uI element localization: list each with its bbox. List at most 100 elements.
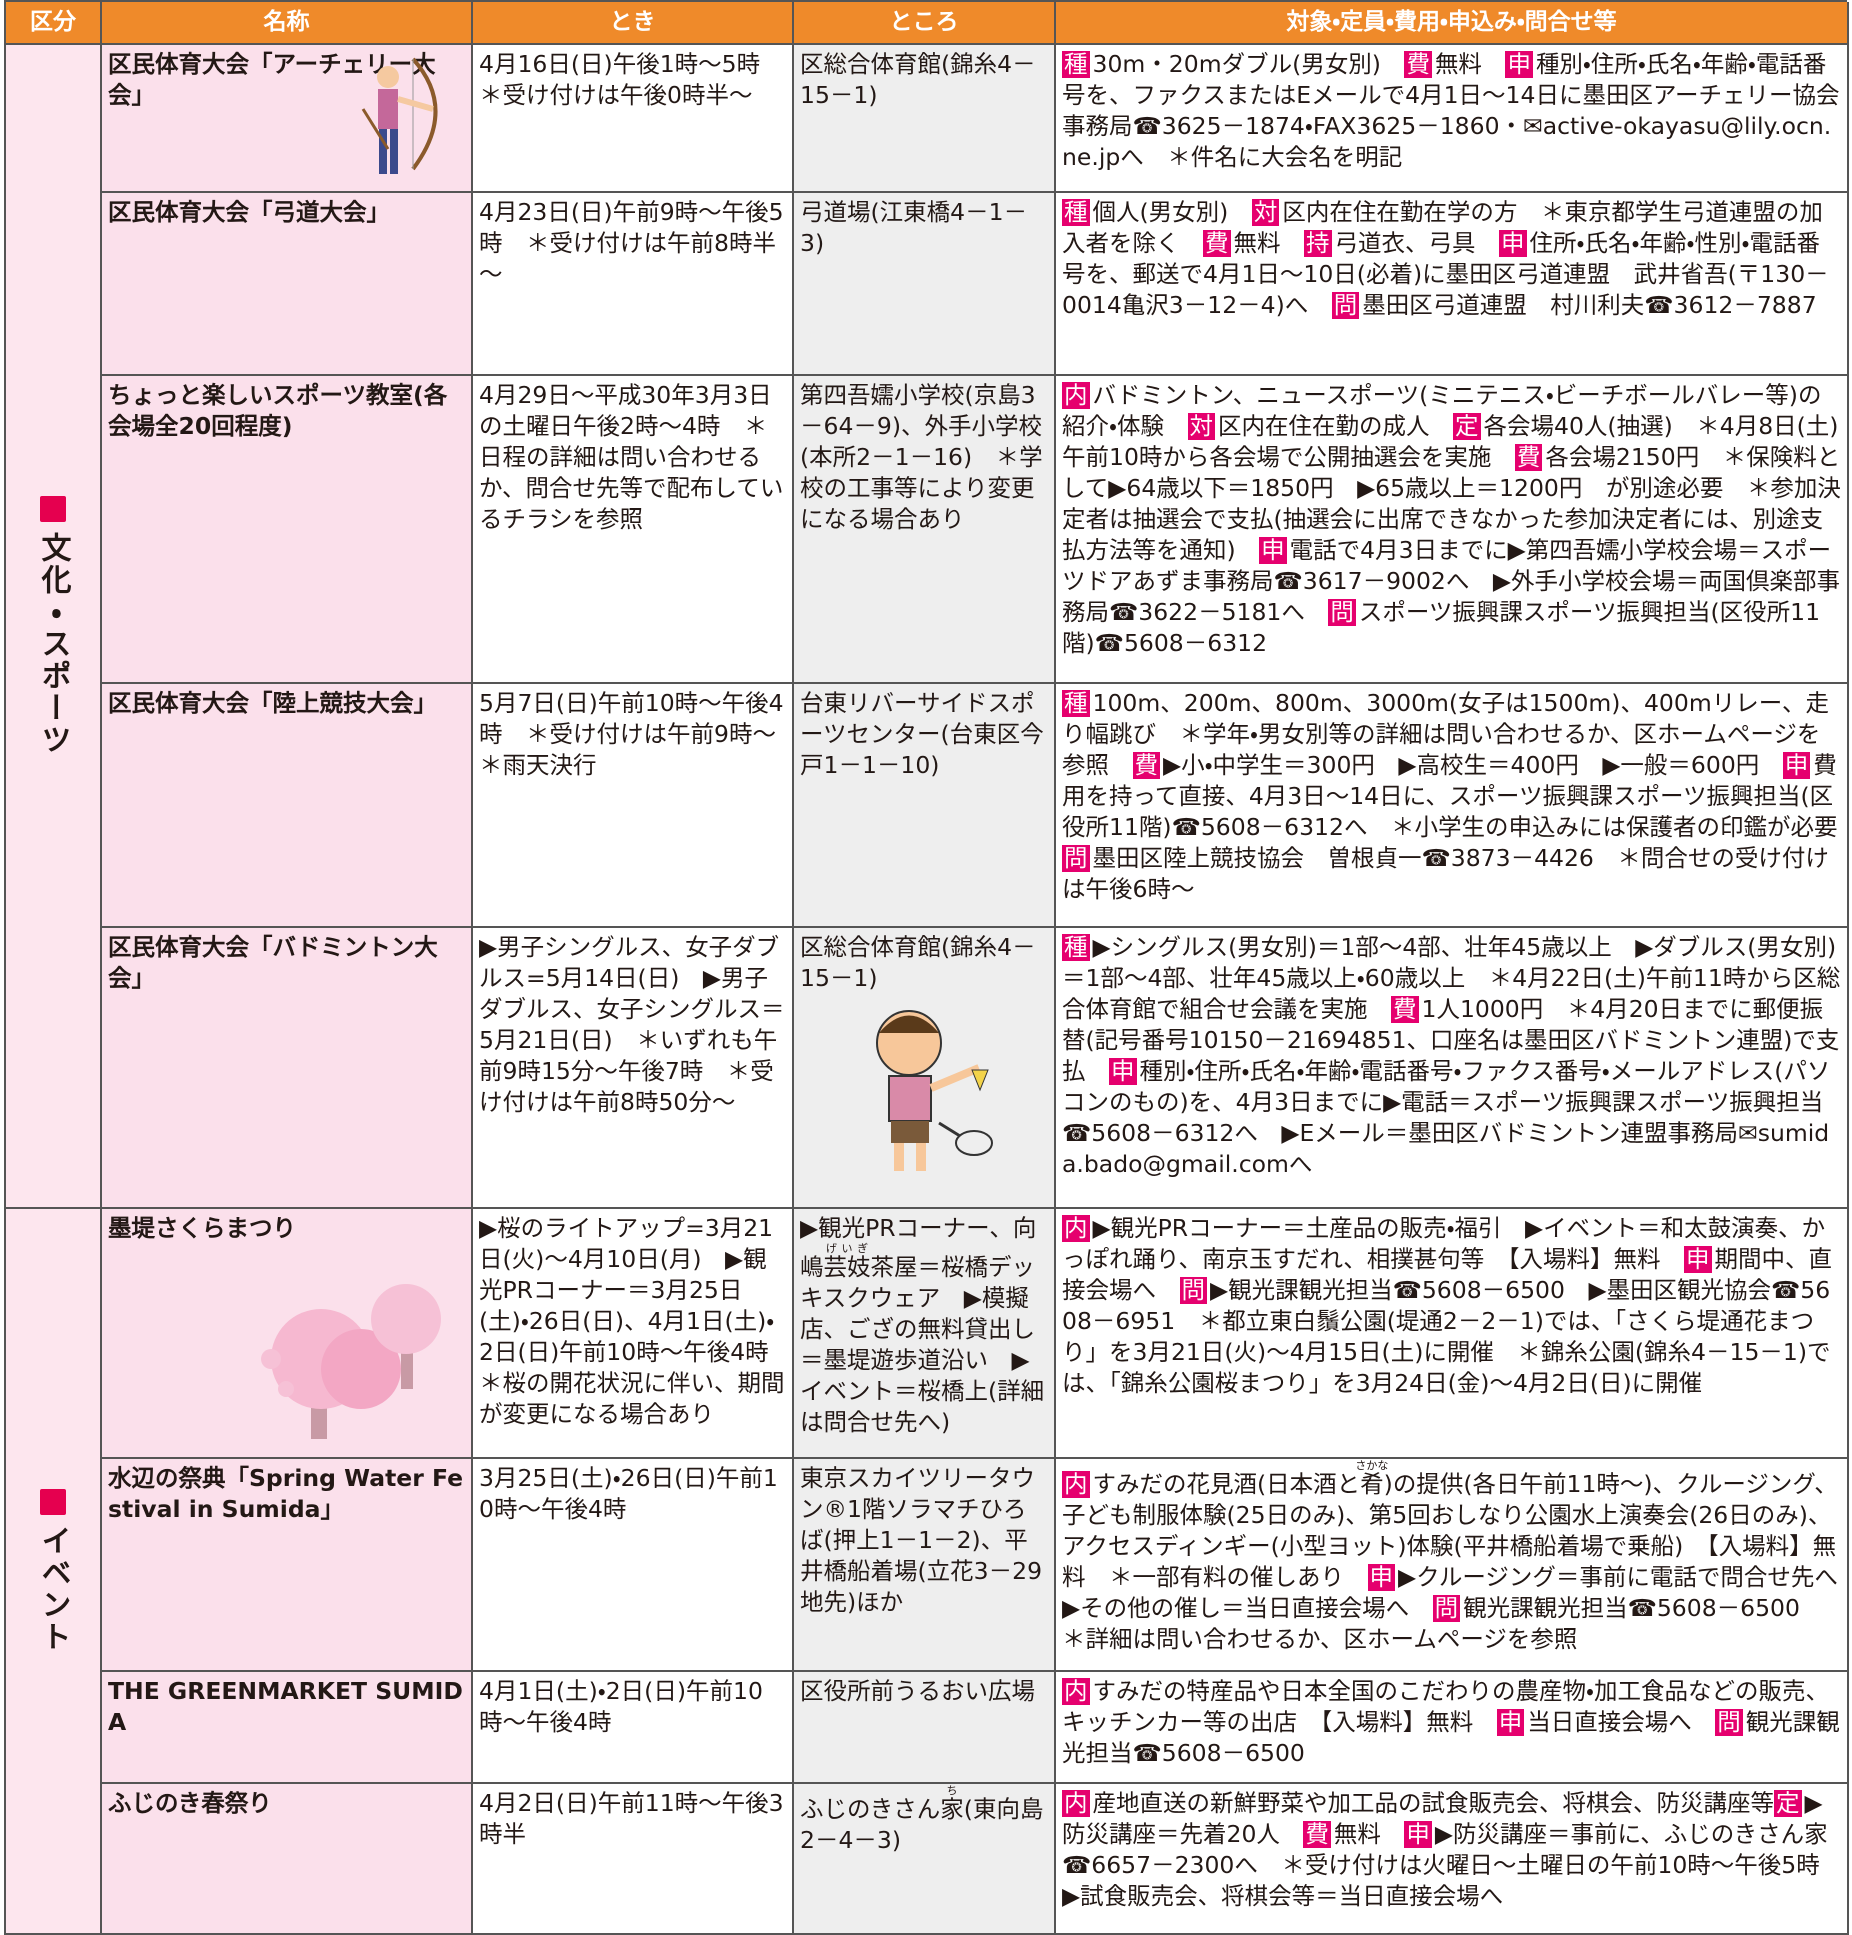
header-cell: 区分: [6, 2, 102, 45]
text: ▶観光課観光担当☎5608－6500 ▶墨田区観光協会☎5608－6951 ＊都…: [1062, 1276, 1831, 1397]
event-place: 区役所前うるおい広場: [794, 1672, 1056, 1784]
ruby-base: 家: [940, 1795, 964, 1823]
text: 弓道場(江東橋4－1－3): [800, 198, 1028, 257]
ruby-text: 芸妓げいぎ: [823, 1242, 871, 1281]
detail-tag: 種: [1062, 933, 1090, 961]
event-time: 4月23日(日)午前9時～午後5時 ＊受け付けは午前8時半～: [473, 193, 794, 376]
ruby-reading: げいぎ: [823, 1242, 871, 1255]
event-time: ▶男子シングルス、女子ダブルス=5月14日(日) ▶男子ダブルス、女子シングルス…: [473, 928, 794, 1209]
text: 台東リバーサイドスポーツセンター(台東区今戸1－1－10): [800, 689, 1044, 779]
ruby-base: 芸妓: [823, 1253, 871, 1281]
event-details: 内 ▶観光PRコーナー＝土産品の販売・福引 ▶イベント＝和太鼓演奏、かっぽれ踊り、…: [1056, 1209, 1849, 1459]
text: THE GREENMARKET SUMIDA: [108, 1677, 463, 1736]
text: 4月16日(日)午後1時～5時 ＊受け付けは午後0時半～: [479, 50, 784, 109]
text: 区役所前うるおい広場: [800, 1677, 1035, 1705]
ruby-reading: ち: [940, 1784, 964, 1797]
category-label: イベント: [35, 1525, 71, 1653]
text: 観光課観光担当☎5608－6500 ＊詳細は問い合わせるか、区ホームページを参照: [1062, 1594, 1824, 1653]
detail-tag: 問: [1715, 1708, 1743, 1736]
event-time: 5月7日(日)午前10時～午後4時 ＊受け付けは午前9時～ ＊雨天決行: [473, 684, 794, 928]
text: 住所・氏名・年齢・性別・電話番号を、郵送で4月1日～10日(必着)に墨田区弓道連…: [1062, 229, 1829, 319]
header-cell: とき: [473, 2, 794, 45]
text: 茶屋＝桜橋デッキスクウェア ▶模擬店、ござの無料貸出し＝墨堤遊歩道沿い ▶イベン…: [800, 1253, 1045, 1436]
event-details: 種 30m・20mダブル(男女別) 費無料 申種別・住所・氏名・年齢・電話番号を、…: [1056, 45, 1849, 193]
event-place: ▶観光PRコーナー、向嶋芸妓げいぎ茶屋＝桜橋デッキスクウェア ▶模擬店、ござの無…: [794, 1209, 1056, 1459]
detail-tag: 申: [1496, 1708, 1525, 1736]
detail-tag: 種: [1062, 198, 1090, 226]
text: ▶小・中学生＝300円 ▶高校生＝400円 ▶一般＝600円: [1163, 751, 1783, 779]
detail-tag: 問: [1328, 598, 1356, 626]
detail-tag: 内: [1062, 1789, 1090, 1817]
ruby-base: 肴: [1355, 1470, 1389, 1498]
event-place: 第四吾嬬小学校(京島3－64－9)、外手小学校(本所2－1－16) ＊学校の工事…: [794, 376, 1056, 684]
detail-tag: 問: [1432, 1594, 1461, 1622]
text: 区民体育大会「陸上競技大会」: [108, 689, 437, 717]
text: 当日直接会場へ: [1527, 1708, 1716, 1736]
detail-tag: 種: [1062, 689, 1090, 717]
text: 電話で4月3日までに▶第四吾嬬小学校会場＝スポーツドアあずま事務局☎3617－9…: [1062, 536, 1840, 626]
text: すみだの特産品や日本全国のこだわりの農産物・加工食品などの販売、キッチンカー等の…: [1062, 1677, 1829, 1736]
text: ▶クルージング＝事前に電話で問合せ先へ ▶その他の催し＝当日直接会場へ: [1062, 1563, 1847, 1622]
ruby-text: 家ち: [940, 1784, 964, 1823]
text: 無料: [1434, 50, 1506, 78]
text: 観光課観光担当☎5608－6500: [1062, 1708, 1840, 1767]
text: 墨田区弓道連盟 村川利夫☎3612－7887: [1362, 291, 1817, 319]
event-time: 4月2日(日)午前11時～午後3時半: [473, 1784, 794, 1935]
text: 費用を持って直接、4月3日～14日に、スポーツ振興課スポーツ振興担当(区役所11…: [1062, 751, 1838, 841]
text: 区内在住在勤の成人: [1218, 412, 1453, 440]
event-name: 区民体育大会「バドミントン大会」: [102, 928, 473, 1209]
detail-tag: 申: [1499, 229, 1527, 257]
event-details: 内産地直送の新鮮野菜や加工品の試食販売会、将棋会、防災講座等定 ▶防災講座＝先着2…: [1056, 1784, 1849, 1935]
text: 産地直送の新鮮野菜や加工品の試食販売会、将棋会、防災講座等: [1092, 1789, 1775, 1817]
text: ▶シングルス(男女別)＝1部～4部、壮年45歳以上 ▶ダブルス(男女別)＝1部～…: [1062, 933, 1841, 1023]
event-details: 内すみだの特産品や日本全国のこだわりの農産物・加工食品などの販売、キッチンカー等…: [1056, 1672, 1849, 1784]
event-place: 台東リバーサイドスポーツセンター(台東区今戸1－1－10): [794, 684, 1056, 928]
category-cell: イベント: [6, 1209, 102, 1935]
ruby-reading: さかな: [1355, 1459, 1389, 1472]
text: 区民体育大会「アーチェリー大会」: [108, 50, 436, 109]
text: )の提供(各日午前11時～)、クルージング、子ども制服体験(25日のみ)、第5回…: [1062, 1470, 1838, 1591]
event-place: ふじのきさん家ち(東向島2－4－3): [794, 1784, 1056, 1935]
text: 4月2日(日)午前11時～午後3時半: [479, 1789, 784, 1848]
category-cell: 文化・スポーツ: [6, 45, 102, 1209]
text: 区内在住在勤在学の方 ＊東京都学生弓道連盟の加入者を除く: [1062, 198, 1823, 257]
text: 4月23日(日)午前9時～午後5時 ＊受け付けは午前8時半～: [479, 198, 784, 288]
text: 弓道衣、弓具: [1334, 229, 1499, 257]
text: スポーツ振興課スポーツ振興担当(区役所11階)☎5608－6312: [1062, 598, 1821, 657]
text: 期間中、直接会場へ: [1062, 1245, 1833, 1304]
event-place: 東京スカイツリータウン®1階ソラマチひろば(押上1－1－2)、平井橋船着場(立花…: [794, 1459, 1056, 1672]
detail-tag: 内: [1062, 381, 1090, 409]
header-cell: ところ: [794, 2, 1056, 45]
text: 各会場40人(抽選) ＊4月8日(土)午前10時から各会場で公開抽選会を実施: [1062, 412, 1839, 471]
category-label: 文化・スポーツ: [35, 532, 71, 756]
detail-tag: 問: [1179, 1276, 1207, 1304]
detail-tag: 問: [1331, 291, 1360, 319]
event-name: ちょっと楽しいスポーツ教室(各会場全20回程度): [102, 376, 473, 684]
text: (東向島2－4－3): [800, 1795, 1044, 1854]
detail-tag: 申: [1109, 1057, 1137, 1085]
detail-tag: 費: [1514, 443, 1543, 471]
text: 3月25日(土)・26日(日)午前10時～午後4時: [479, 1464, 778, 1523]
text: 墨田区陸上競技協会 曽根貞一☎3873－4426 ＊問合せの受け付けは午後6時～: [1062, 844, 1829, 903]
text: すみだの花見酒(日本酒と: [1092, 1470, 1361, 1498]
detail-tag: 費: [1303, 1820, 1331, 1848]
text: 5月7日(日)午前10時～午後4時 ＊受け付けは午前9時～ ＊雨天決行: [479, 689, 792, 779]
text: 区総合体育館(錦糸4－15－1): [800, 50, 1036, 109]
detail-tag: 申: [1684, 1245, 1712, 1273]
detail-tag: 申: [1259, 536, 1287, 564]
event-place: 弓道場(江東橋4－1－3): [794, 193, 1056, 376]
ruby-text: 肴さかな: [1355, 1459, 1388, 1498]
event-details: 種 100m、200m、800m、3000m(女子は1500m)、400mリレー、…: [1056, 684, 1849, 928]
header-cell: 名称: [102, 2, 473, 45]
text: 個人(男女別): [1092, 198, 1252, 226]
detail-tag: 対: [1251, 198, 1280, 226]
detail-tag: 対: [1187, 412, 1215, 440]
event-name: 区民体育大会「陸上競技大会」: [102, 684, 473, 928]
text: バドミントン、ニュースポーツ(ミニテニス・ビーチボールバレー等)の紹介・体験: [1062, 381, 1822, 440]
detail-tag: 申: [1782, 751, 1811, 779]
detail-tag: 持: [1304, 229, 1332, 257]
event-name: 墨堤さくらまつり: [102, 1209, 473, 1459]
detail-tag: 種: [1062, 50, 1090, 78]
text: ▶観光PRコーナー、向嶋: [800, 1214, 1037, 1281]
event-place: 区総合体育館(錦糸4－15－1): [794, 928, 1056, 1209]
